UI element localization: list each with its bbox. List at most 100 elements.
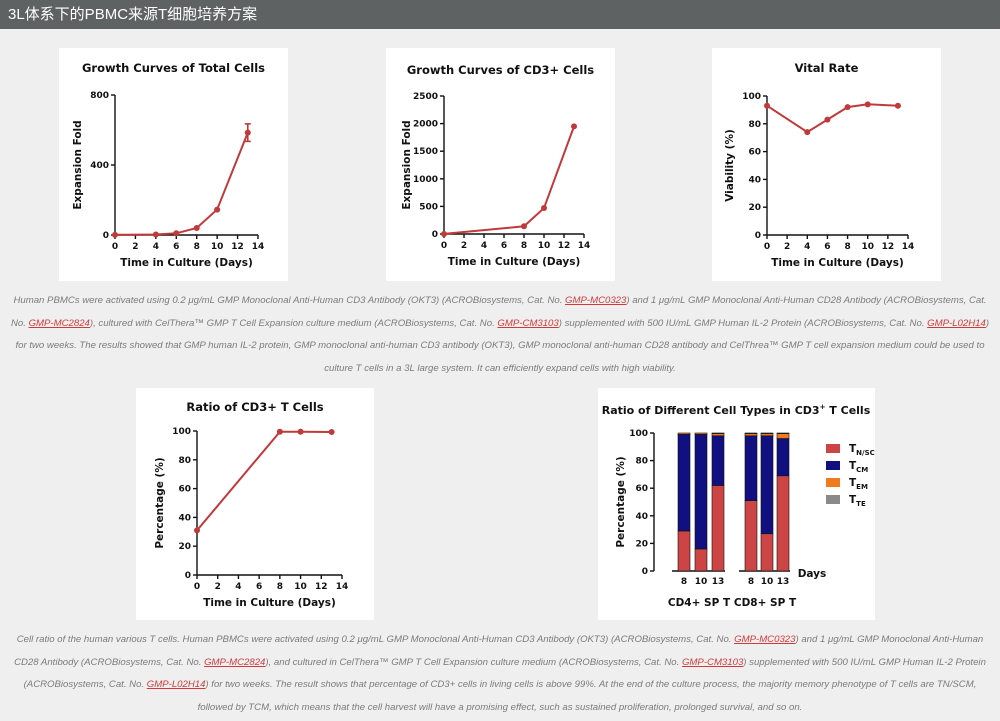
x-tick-label: 14 xyxy=(578,241,591,251)
data-point xyxy=(541,205,547,212)
page-header: 3L体系下的PBMC来源T细胞培养方案 xyxy=(0,0,1000,29)
y-tick-label: 60 xyxy=(635,484,648,494)
catalog-link-mc0323-2[interactable]: GMP-MC0323 xyxy=(734,634,796,645)
legend-swatch xyxy=(826,495,840,504)
legend-label: TN/SCM xyxy=(849,443,875,457)
bar-segment xyxy=(776,438,790,477)
x-axis-label: Time in Culture (Days) xyxy=(203,597,336,609)
y-tick-label: 60 xyxy=(178,485,191,495)
x-tick-label: 10 xyxy=(761,577,774,587)
y-tick-label: 800 xyxy=(90,91,109,101)
x-tick-label: 12 xyxy=(882,242,895,252)
x-tick-label: 6 xyxy=(173,242,179,252)
legend-swatch xyxy=(826,444,840,453)
catalog-link-mc0323[interactable]: GMP-MC0323 xyxy=(565,295,627,306)
catalog-link-l02h14[interactable]: GMP-L02H14 xyxy=(927,317,986,329)
x-tick-label: 2 xyxy=(215,582,221,592)
chart-title: Ratio of CD3+ T Cells xyxy=(186,400,323,414)
bar-segment xyxy=(744,432,758,434)
caption1-text-2: ) and 1 μg/mL GMP Monoclonal Anti-Human … xyxy=(10,295,987,329)
y-tick-label: 20 xyxy=(748,203,761,213)
x-tick-label: 13 xyxy=(712,577,725,587)
vital-rate-chart: Vital Rate 0 20 40 60 80 100 0 2 4 6 8 10 12 14 Time in… xyxy=(724,61,915,269)
data-point xyxy=(244,129,251,136)
bar-segment xyxy=(694,434,708,550)
y-tick-label: 40 xyxy=(748,175,761,185)
x-tick-label: 14 xyxy=(336,582,349,592)
x-tick-label: 14 xyxy=(902,242,915,252)
legend-swatch xyxy=(826,461,840,470)
bar-segment xyxy=(760,533,774,572)
bar-segment xyxy=(744,500,758,572)
catalog-link-mc2824[interactable]: GMP-MC2824 xyxy=(28,317,90,329)
catalog-link-cm3103-2[interactable]: GMP-CM3103 xyxy=(681,656,744,668)
bar-segment xyxy=(744,433,758,437)
y-tick-label: 0 xyxy=(103,231,109,241)
data-point xyxy=(844,104,851,111)
bar-segment xyxy=(694,432,708,435)
bar-segment xyxy=(677,432,691,435)
legend-label: TCM xyxy=(849,460,868,474)
legend-label: TEM xyxy=(849,477,868,491)
caption-growth: Human PBMCs were activated using 0.2 μg/… xyxy=(8,290,992,380)
caption2-text-4: ) supplemented with 500 IU/mL GMP Human … xyxy=(23,656,986,691)
legend-swatch xyxy=(826,478,840,487)
y-tick-label: 0 xyxy=(432,230,438,240)
y-axis-label: Expansion Fold xyxy=(401,120,413,209)
x-tick-label: 8 xyxy=(277,582,283,592)
x-tick-label: 4 xyxy=(235,582,241,592)
caption1-text-4: ) supplemented with 500 IU/mL GMP Human … xyxy=(558,317,928,329)
data-point xyxy=(152,231,159,238)
x-tick-label: 12 xyxy=(315,582,328,592)
page-title: 3L体系下的PBMC来源T细胞培养方案 xyxy=(8,6,258,23)
series-line xyxy=(196,430,332,532)
caption2-text-2: ) and 1 μg/mL GMP Monoclonal Anti-Human … xyxy=(14,634,984,668)
series-line xyxy=(114,132,249,236)
y-tick-label: 1000 xyxy=(413,175,438,185)
catalog-link-l02h14-2[interactable]: GMP-L02H14 xyxy=(146,679,206,690)
bar-segment xyxy=(776,433,790,439)
y-tick-label: 100 xyxy=(629,429,648,439)
x-tick-label: 0 xyxy=(194,582,200,592)
y-tick-label: 80 xyxy=(748,120,761,130)
caption1-text-5: ) for two weeks. The results showed that… xyxy=(15,317,990,374)
data-point xyxy=(328,429,335,436)
data-point xyxy=(824,116,831,123)
catalog-link-mc2824-2[interactable]: GMP-MC2824 xyxy=(204,656,266,668)
x-tick-label: 6 xyxy=(501,241,507,251)
bar-segment xyxy=(760,432,774,434)
y-tick-label: 100 xyxy=(172,427,191,437)
y-axis-label: Percentage (%) xyxy=(154,457,166,548)
x-tick-label: 8 xyxy=(521,241,527,251)
x-tick-label: 12 xyxy=(231,242,244,252)
caption1-text-3: ), cultured with CelThera™ GMP T Cell Ex… xyxy=(89,317,498,329)
data-point xyxy=(864,101,871,108)
caption-ratio: Cell ratio of the human various T cells.… xyxy=(8,629,992,719)
group-label: CD8+ SP T xyxy=(734,597,797,609)
x-tick-label: 0 xyxy=(441,241,447,251)
data-point xyxy=(173,230,180,237)
x-tick-label: 13 xyxy=(777,577,790,587)
bar-segment xyxy=(677,434,691,532)
catalog-link-cm3103[interactable]: GMP-CM3103 xyxy=(497,317,559,329)
data-point xyxy=(521,223,527,230)
bar-segment xyxy=(711,432,725,434)
bar-segment xyxy=(760,435,774,535)
y-tick-label: 500 xyxy=(419,202,438,212)
data-point xyxy=(764,102,770,109)
caption2-text-5: ) for two weeks. The result shows that p… xyxy=(197,679,977,713)
y-tick-label: 400 xyxy=(90,161,109,171)
y-axis-label: Viability (%) xyxy=(724,129,736,202)
x-tick-label: 4 xyxy=(804,242,810,252)
data-point xyxy=(571,123,577,130)
x-tick-label: 6 xyxy=(824,242,830,252)
data-point xyxy=(112,231,118,238)
y-tick-label: 1500 xyxy=(413,147,438,157)
y-tick-label: 80 xyxy=(635,457,648,467)
x-tick-label: 10 xyxy=(861,242,874,252)
x-tick-label: 4 xyxy=(153,242,159,252)
chart-panel-vital-rate: Vital Rate 0 20 40 60 80 100 0 2 4 6 8 10 12 14 Time in… xyxy=(712,48,941,281)
data-point xyxy=(194,527,200,534)
cell-types-stacked-bar-chart: Ratio of Different Cell Types in CD3+ T … xyxy=(602,403,875,609)
x-axis-label: Days xyxy=(798,568,827,580)
